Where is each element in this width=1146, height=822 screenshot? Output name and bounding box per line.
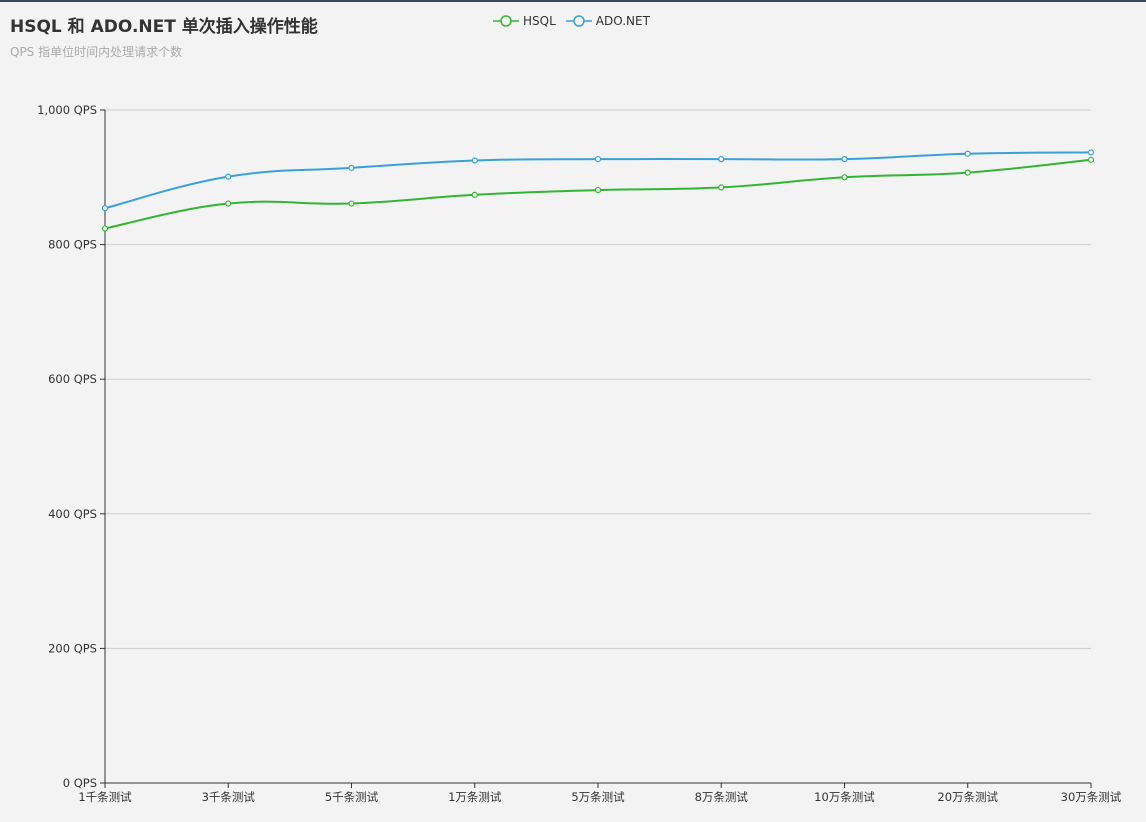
data-point-hsql xyxy=(348,200,355,207)
legend-label-hsql: HSQL xyxy=(523,14,556,28)
y-tick-label: 1,000 QPS xyxy=(37,103,97,117)
y-tick-label: 600 QPS xyxy=(48,372,97,386)
legend-item-adonet[interactable]: ADO.NET xyxy=(565,13,650,29)
data-point-hsql xyxy=(964,169,971,176)
top-border xyxy=(0,0,1146,2)
x-tick-label: 1万条测试 xyxy=(448,790,502,804)
data-point-hsql xyxy=(225,200,232,207)
y-tick-label: 0 QPS xyxy=(63,776,97,790)
x-tick-label: 20万条测试 xyxy=(937,790,998,804)
legend-label-adonet: ADO.NET xyxy=(595,14,650,28)
y-tick-label: 400 QPS xyxy=(48,507,97,521)
data-point-hsql xyxy=(101,225,109,232)
y-tick-label: 800 QPS xyxy=(48,238,97,252)
data-point-adonet xyxy=(1087,149,1095,156)
data-point-adonet xyxy=(594,156,602,163)
x-tick-label: 1千条测试 xyxy=(78,790,132,804)
legend-swatch-hsql xyxy=(493,15,519,27)
data-point-adonet xyxy=(225,173,232,180)
data-point-adonet xyxy=(471,157,478,164)
data-point-adonet xyxy=(841,156,848,163)
chart-title: HSQL 和 ADO.NET 单次插入操作性能 xyxy=(10,17,318,37)
x-tick-label: 5千条测试 xyxy=(325,790,379,804)
legend: HSQL ADO.NET xyxy=(493,13,650,29)
y-tick-label: 200 QPS xyxy=(48,641,97,655)
data-point-adonet xyxy=(718,156,725,163)
x-tick-label: 10万条测试 xyxy=(814,790,875,804)
legend-item-hsql[interactable]: HSQL xyxy=(493,13,556,29)
x-tick-label: 5万条测试 xyxy=(571,790,625,804)
x-tick-label: 30万条测试 xyxy=(1061,790,1122,804)
data-point-adonet xyxy=(964,150,971,157)
legend-swatch-adonet xyxy=(565,15,592,27)
data-point-hsql xyxy=(471,191,478,198)
x-tick-label: 8万条测试 xyxy=(695,790,749,804)
x-tick-label: 3千条测试 xyxy=(202,790,256,804)
data-point-hsql xyxy=(718,184,725,191)
data-point-hsql xyxy=(594,186,602,194)
chart-subtitle: QPS 指单位时间内处理请求个数 xyxy=(10,45,183,59)
data-point-hsql xyxy=(841,174,848,181)
series-line-hsql xyxy=(104,158,1092,230)
data-point-adonet xyxy=(101,205,109,212)
data-point-hsql xyxy=(1087,156,1095,163)
data-point-adonet xyxy=(348,164,355,171)
